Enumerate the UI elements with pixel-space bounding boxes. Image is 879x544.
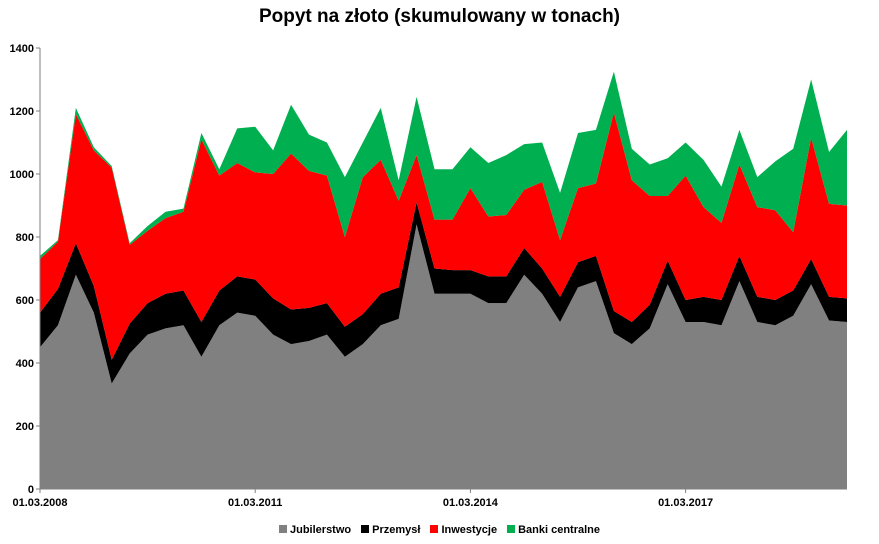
legend-swatch xyxy=(279,525,287,533)
series-area-0 xyxy=(40,224,847,489)
y-tick-label: 1400 xyxy=(10,43,34,55)
x-tick-label: 01.03.2017 xyxy=(658,497,713,509)
series-area-1 xyxy=(40,202,847,384)
y-tick-label: 400 xyxy=(16,358,34,370)
legend-item: Banki centralne xyxy=(507,524,600,536)
legend-swatch xyxy=(361,525,370,533)
legend-swatch xyxy=(430,525,439,533)
legend-item: Przemysł xyxy=(361,524,420,536)
legend-label: Inwestycje xyxy=(441,524,498,536)
x-tick-label: 01.03.2008 xyxy=(12,497,67,509)
y-tick-label: 0 xyxy=(28,484,34,496)
legend-item: Jubilerstwo xyxy=(279,524,351,536)
legend-swatch xyxy=(507,525,516,533)
legend: Jubilerstwo Przemysł Inwestycje Banki centr… xyxy=(0,524,879,536)
x-tick-label: 01.03.2014 xyxy=(443,497,499,509)
y-tick-label: 200 xyxy=(16,421,34,433)
y-tick-label: 600 xyxy=(16,295,34,307)
x-tick-label: 01.03.2011 xyxy=(228,497,282,509)
y-tick-label: 800 xyxy=(16,232,34,244)
legend-item: Inwestycje xyxy=(430,524,497,536)
y-tick-label: 1200 xyxy=(10,106,34,118)
legend-label: Banki centralne xyxy=(518,524,600,536)
series-area-3 xyxy=(40,71,847,260)
legend-label: Jubilerstwo xyxy=(290,524,352,536)
legend-label: Przemysł xyxy=(372,524,421,536)
chart-title: Popyt na złoto (skumulowany w tonach) xyxy=(258,6,621,27)
series-area-2 xyxy=(40,112,847,360)
y-tick-label: 1000 xyxy=(10,169,34,181)
